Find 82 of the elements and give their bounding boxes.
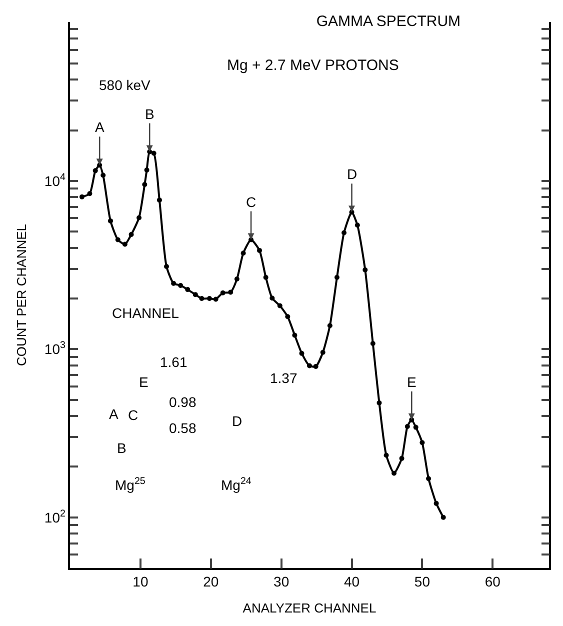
point bbox=[178, 282, 184, 288]
annotation: CHANNEL bbox=[112, 305, 180, 321]
annotation: E bbox=[407, 374, 416, 390]
x-tick-label: 50 bbox=[414, 574, 430, 590]
point bbox=[142, 182, 148, 187]
x-tick-label: 10 bbox=[132, 574, 148, 590]
point bbox=[426, 476, 432, 482]
point bbox=[228, 290, 234, 295]
point bbox=[307, 363, 312, 368]
point bbox=[92, 168, 98, 174]
point bbox=[292, 332, 298, 338]
annotation: 1.37 bbox=[270, 370, 298, 386]
point bbox=[299, 350, 304, 356]
annotation: 1.61 bbox=[160, 354, 188, 370]
point bbox=[263, 274, 268, 280]
annotation: C bbox=[246, 194, 256, 210]
y-tick-label: 10$^{4}$ bbox=[44, 172, 66, 189]
x-tick-label: 40 bbox=[344, 574, 360, 590]
point bbox=[270, 296, 275, 301]
point bbox=[136, 215, 142, 220]
point bbox=[354, 222, 360, 228]
point bbox=[151, 150, 156, 156]
annotation: 0.58 bbox=[169, 420, 196, 436]
point bbox=[327, 323, 332, 328]
point bbox=[108, 218, 113, 224]
point bbox=[220, 290, 226, 296]
annotation: D bbox=[232, 413, 242, 429]
chart-title: GAMMA SPECTRUM bbox=[316, 13, 461, 30]
x-tick-label: 20 bbox=[203, 574, 219, 590]
point bbox=[100, 172, 106, 178]
point bbox=[384, 452, 389, 458]
point bbox=[392, 470, 397, 476]
point bbox=[234, 276, 240, 282]
y-axis-title: COUNT PER CHANNEL bbox=[14, 224, 29, 366]
point bbox=[313, 364, 318, 369]
point bbox=[156, 198, 162, 203]
point bbox=[213, 296, 218, 302]
x-tick-label: 30 bbox=[274, 574, 290, 590]
point bbox=[122, 242, 128, 247]
point bbox=[320, 350, 326, 355]
point bbox=[370, 341, 376, 346]
point bbox=[87, 191, 92, 196]
point bbox=[334, 274, 340, 280]
y-tick-label: 10$^{3}$ bbox=[44, 340, 66, 358]
point bbox=[115, 237, 120, 242]
point bbox=[199, 296, 204, 301]
annotation: C bbox=[128, 407, 138, 423]
y-tick-label: 10$^{2}$ bbox=[44, 508, 66, 526]
annotation: Mg$^{24}$ bbox=[221, 476, 252, 493]
annotation: B bbox=[117, 440, 126, 456]
point bbox=[285, 314, 290, 320]
annotation: E bbox=[139, 374, 148, 390]
point bbox=[362, 267, 368, 272]
annotation: 580 keV bbox=[99, 77, 152, 93]
point bbox=[376, 400, 382, 406]
annotation: D bbox=[347, 166, 358, 182]
annotation: 0.98 bbox=[169, 394, 196, 410]
annotation: A bbox=[109, 406, 119, 422]
point bbox=[144, 168, 150, 173]
point bbox=[206, 296, 212, 301]
point bbox=[277, 303, 282, 308]
point bbox=[434, 500, 439, 506]
point bbox=[240, 250, 246, 256]
point bbox=[256, 248, 262, 253]
x-tick-label: 60 bbox=[484, 574, 501, 590]
annotation: Mg$^{25}$ bbox=[115, 476, 146, 493]
point bbox=[164, 264, 169, 269]
point bbox=[404, 424, 410, 429]
point bbox=[192, 292, 198, 298]
text: Mg + 2.7 MeV PROTONS bbox=[227, 57, 399, 74]
point bbox=[128, 232, 134, 238]
x-axis-title: ANALYZER CHANNEL bbox=[242, 600, 376, 616]
annotation: A bbox=[95, 119, 105, 135]
point bbox=[420, 440, 425, 446]
point bbox=[171, 280, 176, 286]
point bbox=[413, 424, 418, 430]
point bbox=[79, 194, 84, 200]
point bbox=[185, 287, 190, 292]
point bbox=[399, 456, 404, 461]
point bbox=[342, 230, 347, 236]
annotation: B bbox=[145, 106, 154, 122]
point bbox=[440, 514, 446, 520]
